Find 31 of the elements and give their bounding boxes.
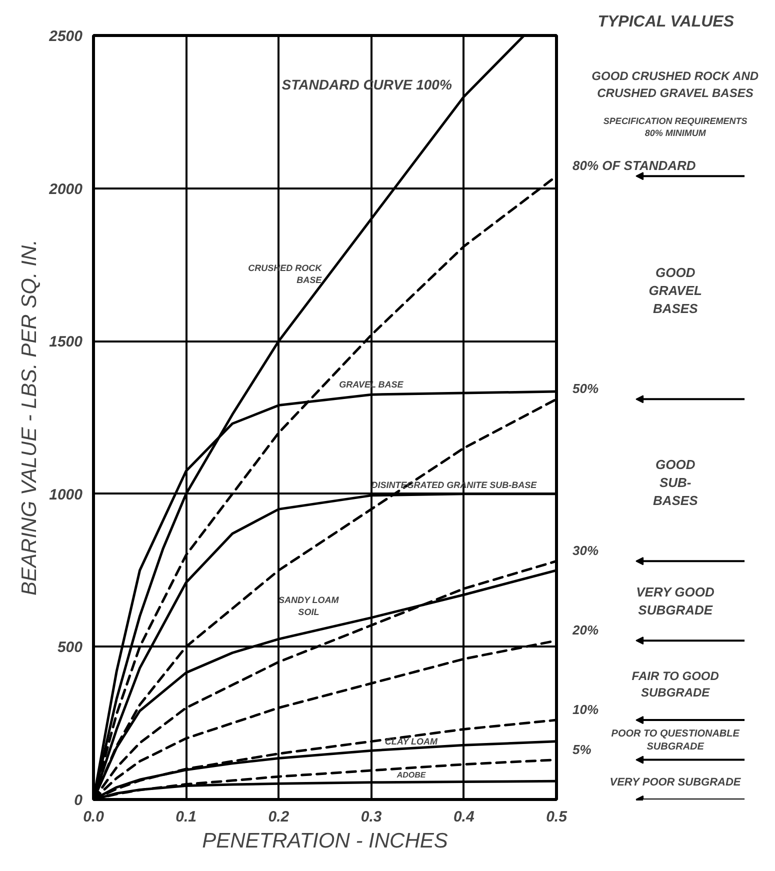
x-tick-label: 0.2	[268, 808, 290, 826]
x-tick-label: 0.4	[453, 808, 475, 826]
y-tick-label: 0	[74, 792, 84, 809]
series-label: 30%	[572, 543, 599, 558]
x-tick-label: 0.5	[546, 808, 568, 826]
x-tick-label: 0.3	[360, 808, 382, 826]
series-label: 80% OF STANDARD	[572, 158, 696, 174]
y-tick-label: 1500	[49, 334, 84, 351]
series-label: 50%	[572, 381, 599, 396]
series-label: ADOBE	[396, 770, 426, 780]
text: VERY GOOD SUBGRADE	[636, 584, 715, 618]
series-label: 20%	[572, 622, 599, 638]
y-axis-title: BEARING VALUE - LBS. PER SQ. IN.	[18, 240, 42, 596]
text: POOR TO QUESTIONABLE SUBGRADE	[611, 728, 740, 753]
text: VERY POOR SUBGRADE	[610, 776, 742, 789]
x-axis-title: PENETRATION - INCHES	[202, 830, 448, 852]
series-label: 10%	[572, 702, 599, 718]
x-tick-label: 0.0	[83, 808, 105, 826]
y-tick-label: 2500	[48, 28, 84, 45]
series-label: 5%	[572, 742, 592, 757]
x-tick-label: 0.1	[176, 808, 197, 826]
text: GOOD CRUSHED ROCK AND CRUSHED GRAVEL BASES	[592, 68, 759, 100]
series-label: CLAY LOAM	[384, 736, 438, 747]
y-tick-label: 1000	[49, 486, 84, 504]
text: GOOD GRAVEL BASES	[648, 265, 702, 316]
text: SPECIFICATION REQUIREMENTS 80% MINIMUM	[603, 116, 748, 138]
y-tick-label: 2000	[48, 180, 84, 198]
text: GOOD SUB-BASES	[652, 457, 698, 508]
text: FAIR TO GOOD SUBGRADE	[632, 668, 720, 700]
y-tick-label: 500	[57, 639, 84, 656]
text: TYPICAL VALUES	[598, 14, 734, 30]
